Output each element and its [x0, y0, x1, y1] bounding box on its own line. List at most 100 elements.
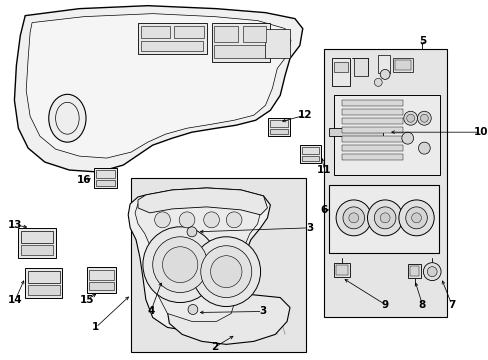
Circle shape: [398, 200, 433, 236]
Bar: [94, 168, 117, 188]
Circle shape: [192, 237, 260, 306]
Polygon shape: [138, 188, 267, 215]
Circle shape: [374, 78, 382, 86]
Text: 5: 5: [418, 36, 425, 46]
Circle shape: [142, 227, 217, 302]
Circle shape: [380, 213, 389, 223]
Bar: [141, 41, 203, 50]
Text: 6: 6: [320, 205, 327, 215]
Bar: [333, 95, 439, 175]
Bar: [96, 170, 115, 178]
Circle shape: [380, 69, 389, 80]
Polygon shape: [14, 6, 302, 172]
Circle shape: [226, 212, 242, 228]
Circle shape: [179, 212, 195, 228]
Bar: [211, 23, 270, 62]
Bar: [409, 266, 419, 276]
Bar: [353, 58, 368, 76]
Bar: [141, 26, 170, 37]
Text: 9: 9: [381, 300, 388, 310]
Bar: [378, 55, 389, 73]
Bar: [87, 267, 116, 293]
Text: 16: 16: [77, 175, 91, 185]
Circle shape: [335, 200, 371, 236]
Circle shape: [423, 263, 440, 280]
Bar: [89, 282, 114, 289]
Circle shape: [417, 111, 430, 125]
Bar: [328, 185, 438, 253]
Bar: [131, 178, 305, 352]
Circle shape: [411, 213, 421, 223]
Circle shape: [401, 132, 413, 144]
Circle shape: [203, 212, 219, 228]
Circle shape: [406, 114, 414, 122]
Bar: [96, 180, 115, 186]
Bar: [394, 60, 410, 71]
Circle shape: [348, 213, 358, 223]
Bar: [19, 228, 56, 258]
Polygon shape: [167, 294, 289, 345]
Text: 12: 12: [297, 110, 311, 120]
Bar: [341, 136, 402, 142]
Polygon shape: [26, 14, 290, 158]
Bar: [333, 263, 349, 276]
Text: 14: 14: [8, 294, 22, 305]
Text: 7: 7: [447, 300, 455, 310]
Bar: [341, 145, 402, 151]
Bar: [331, 58, 349, 86]
Bar: [341, 100, 402, 106]
Text: 3: 3: [259, 306, 265, 316]
Circle shape: [201, 246, 251, 298]
Bar: [341, 109, 402, 115]
Circle shape: [427, 267, 436, 276]
Text: 2: 2: [210, 342, 218, 352]
Bar: [328, 128, 383, 136]
Ellipse shape: [49, 94, 86, 142]
Bar: [21, 231, 53, 243]
Bar: [270, 120, 287, 127]
Bar: [214, 45, 265, 58]
Bar: [299, 145, 321, 163]
Circle shape: [210, 256, 242, 288]
Bar: [341, 127, 402, 133]
Text: 3: 3: [305, 223, 313, 233]
Bar: [28, 285, 60, 294]
Polygon shape: [128, 188, 270, 332]
Bar: [89, 270, 114, 280]
Circle shape: [342, 207, 364, 229]
Bar: [341, 118, 402, 124]
Circle shape: [186, 227, 197, 237]
Text: 13: 13: [8, 220, 22, 230]
Circle shape: [154, 212, 170, 228]
Circle shape: [403, 111, 417, 125]
Circle shape: [374, 207, 395, 229]
Bar: [214, 26, 238, 41]
Bar: [324, 49, 446, 318]
Bar: [21, 245, 53, 255]
Bar: [138, 23, 206, 54]
Circle shape: [162, 247, 198, 283]
Bar: [270, 129, 287, 134]
Text: 8: 8: [418, 300, 425, 310]
Bar: [174, 26, 203, 37]
Circle shape: [187, 305, 198, 315]
Bar: [301, 147, 319, 154]
Bar: [407, 264, 421, 278]
Bar: [28, 271, 60, 283]
Text: 4: 4: [147, 306, 154, 316]
Bar: [333, 62, 347, 72]
Text: 15: 15: [80, 294, 94, 305]
Bar: [243, 26, 266, 41]
Circle shape: [152, 237, 207, 293]
Bar: [341, 154, 402, 160]
Bar: [392, 58, 412, 72]
Bar: [265, 28, 289, 58]
Text: 10: 10: [473, 127, 488, 137]
Circle shape: [420, 114, 427, 122]
Text: 1: 1: [92, 323, 99, 332]
Bar: [335, 265, 347, 275]
Circle shape: [405, 207, 427, 229]
Polygon shape: [135, 194, 260, 321]
Bar: [301, 156, 319, 161]
Circle shape: [367, 200, 402, 236]
